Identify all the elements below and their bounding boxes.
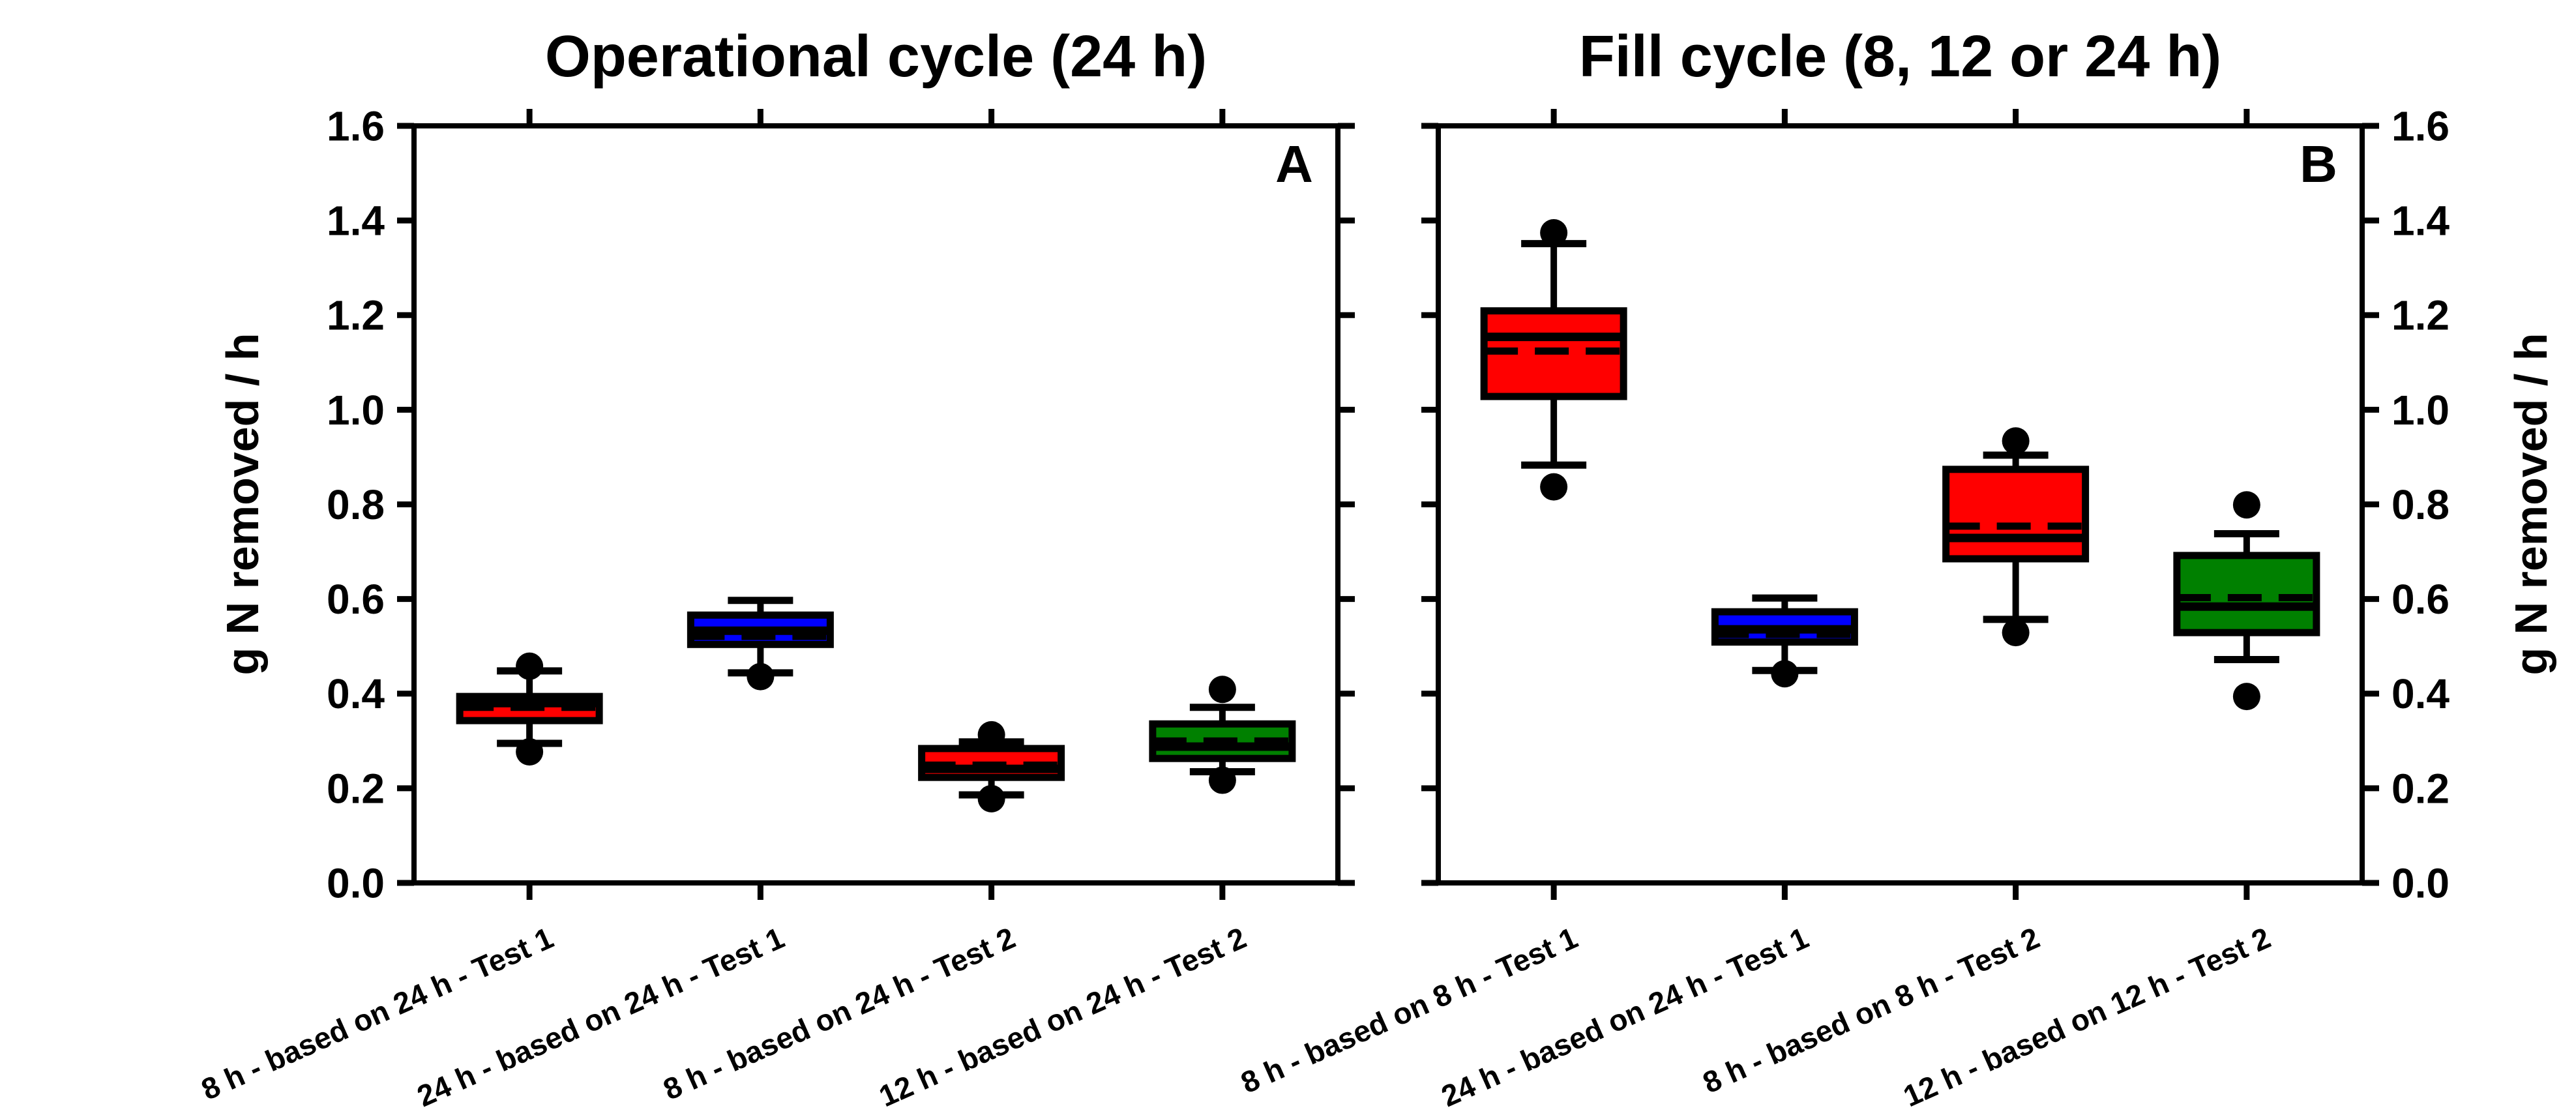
- y-tick-label: 0.6: [327, 576, 385, 623]
- outlier-dot: [1540, 218, 1568, 246]
- y-tick-label: 0.2: [327, 765, 385, 812]
- outlier-dot: [977, 784, 1005, 812]
- y-tick-label: 0.2: [2391, 765, 2450, 812]
- outlier-dot: [2232, 491, 2260, 519]
- panel-b-letter: B: [2300, 135, 2337, 193]
- outlier-dot: [516, 652, 544, 680]
- y-tick-label: 1.6: [2391, 102, 2450, 149]
- category-label: 24 h - based on 24 h - Test 1: [412, 921, 789, 1114]
- category-label: 24 h - based on 24 h - Test 1: [1436, 921, 1813, 1114]
- y-tick-label: 0.8: [2391, 481, 2450, 528]
- outlier-dot: [1771, 660, 1799, 688]
- category-label: 12 h - based on 24 h - Test 2: [874, 921, 1251, 1114]
- y-tick-label: 1.0: [2391, 387, 2450, 434]
- y-tick-label: 1.2: [2391, 292, 2450, 339]
- y-tick-label: 1.4: [2391, 198, 2450, 245]
- y-tick-label: 1.0: [327, 387, 385, 434]
- y-tick-label: 1.6: [327, 102, 385, 149]
- outlier-dot: [2232, 683, 2260, 711]
- left-y-axis-label: g N removed / h: [217, 333, 268, 676]
- y-tick-label: 0.0: [327, 859, 385, 906]
- right-y-axis-label: g N removed / h: [2506, 333, 2556, 676]
- y-tick-label: 0.0: [2391, 859, 2450, 906]
- box: [1942, 466, 2090, 563]
- panel-a-letter: A: [1275, 135, 1313, 193]
- panel-b-title: Fill cycle (8, 12 or 24 h): [1578, 24, 2222, 89]
- outlier-dot: [1540, 473, 1568, 501]
- outlier-dot: [2002, 619, 2030, 647]
- panel-a-title: Operational cycle (24 h): [544, 24, 1207, 89]
- outlier-dot: [516, 738, 544, 766]
- panel-frame: [1436, 123, 2365, 886]
- outlier-dot: [1208, 676, 1236, 704]
- category-label: 8 h - based on 24 h - Test 1: [196, 921, 558, 1107]
- category-label: 12 h - based on 12 h - Test 2: [1898, 921, 2275, 1114]
- outlier-dot: [1208, 766, 1236, 794]
- y-tick-label: 1.2: [327, 292, 385, 339]
- y-tick-label: 0.4: [327, 670, 385, 717]
- y-tick-label: 0.4: [2391, 670, 2450, 717]
- y-tick-label: 0.8: [327, 481, 385, 528]
- outlier-dot: [747, 663, 775, 691]
- panel-frame: [411, 123, 1340, 886]
- outlier-dot: [977, 721, 1005, 749]
- outlier-dot: [2002, 427, 2030, 455]
- y-tick-label: 1.4: [327, 198, 385, 245]
- y-tick-label: 0.6: [2391, 576, 2450, 623]
